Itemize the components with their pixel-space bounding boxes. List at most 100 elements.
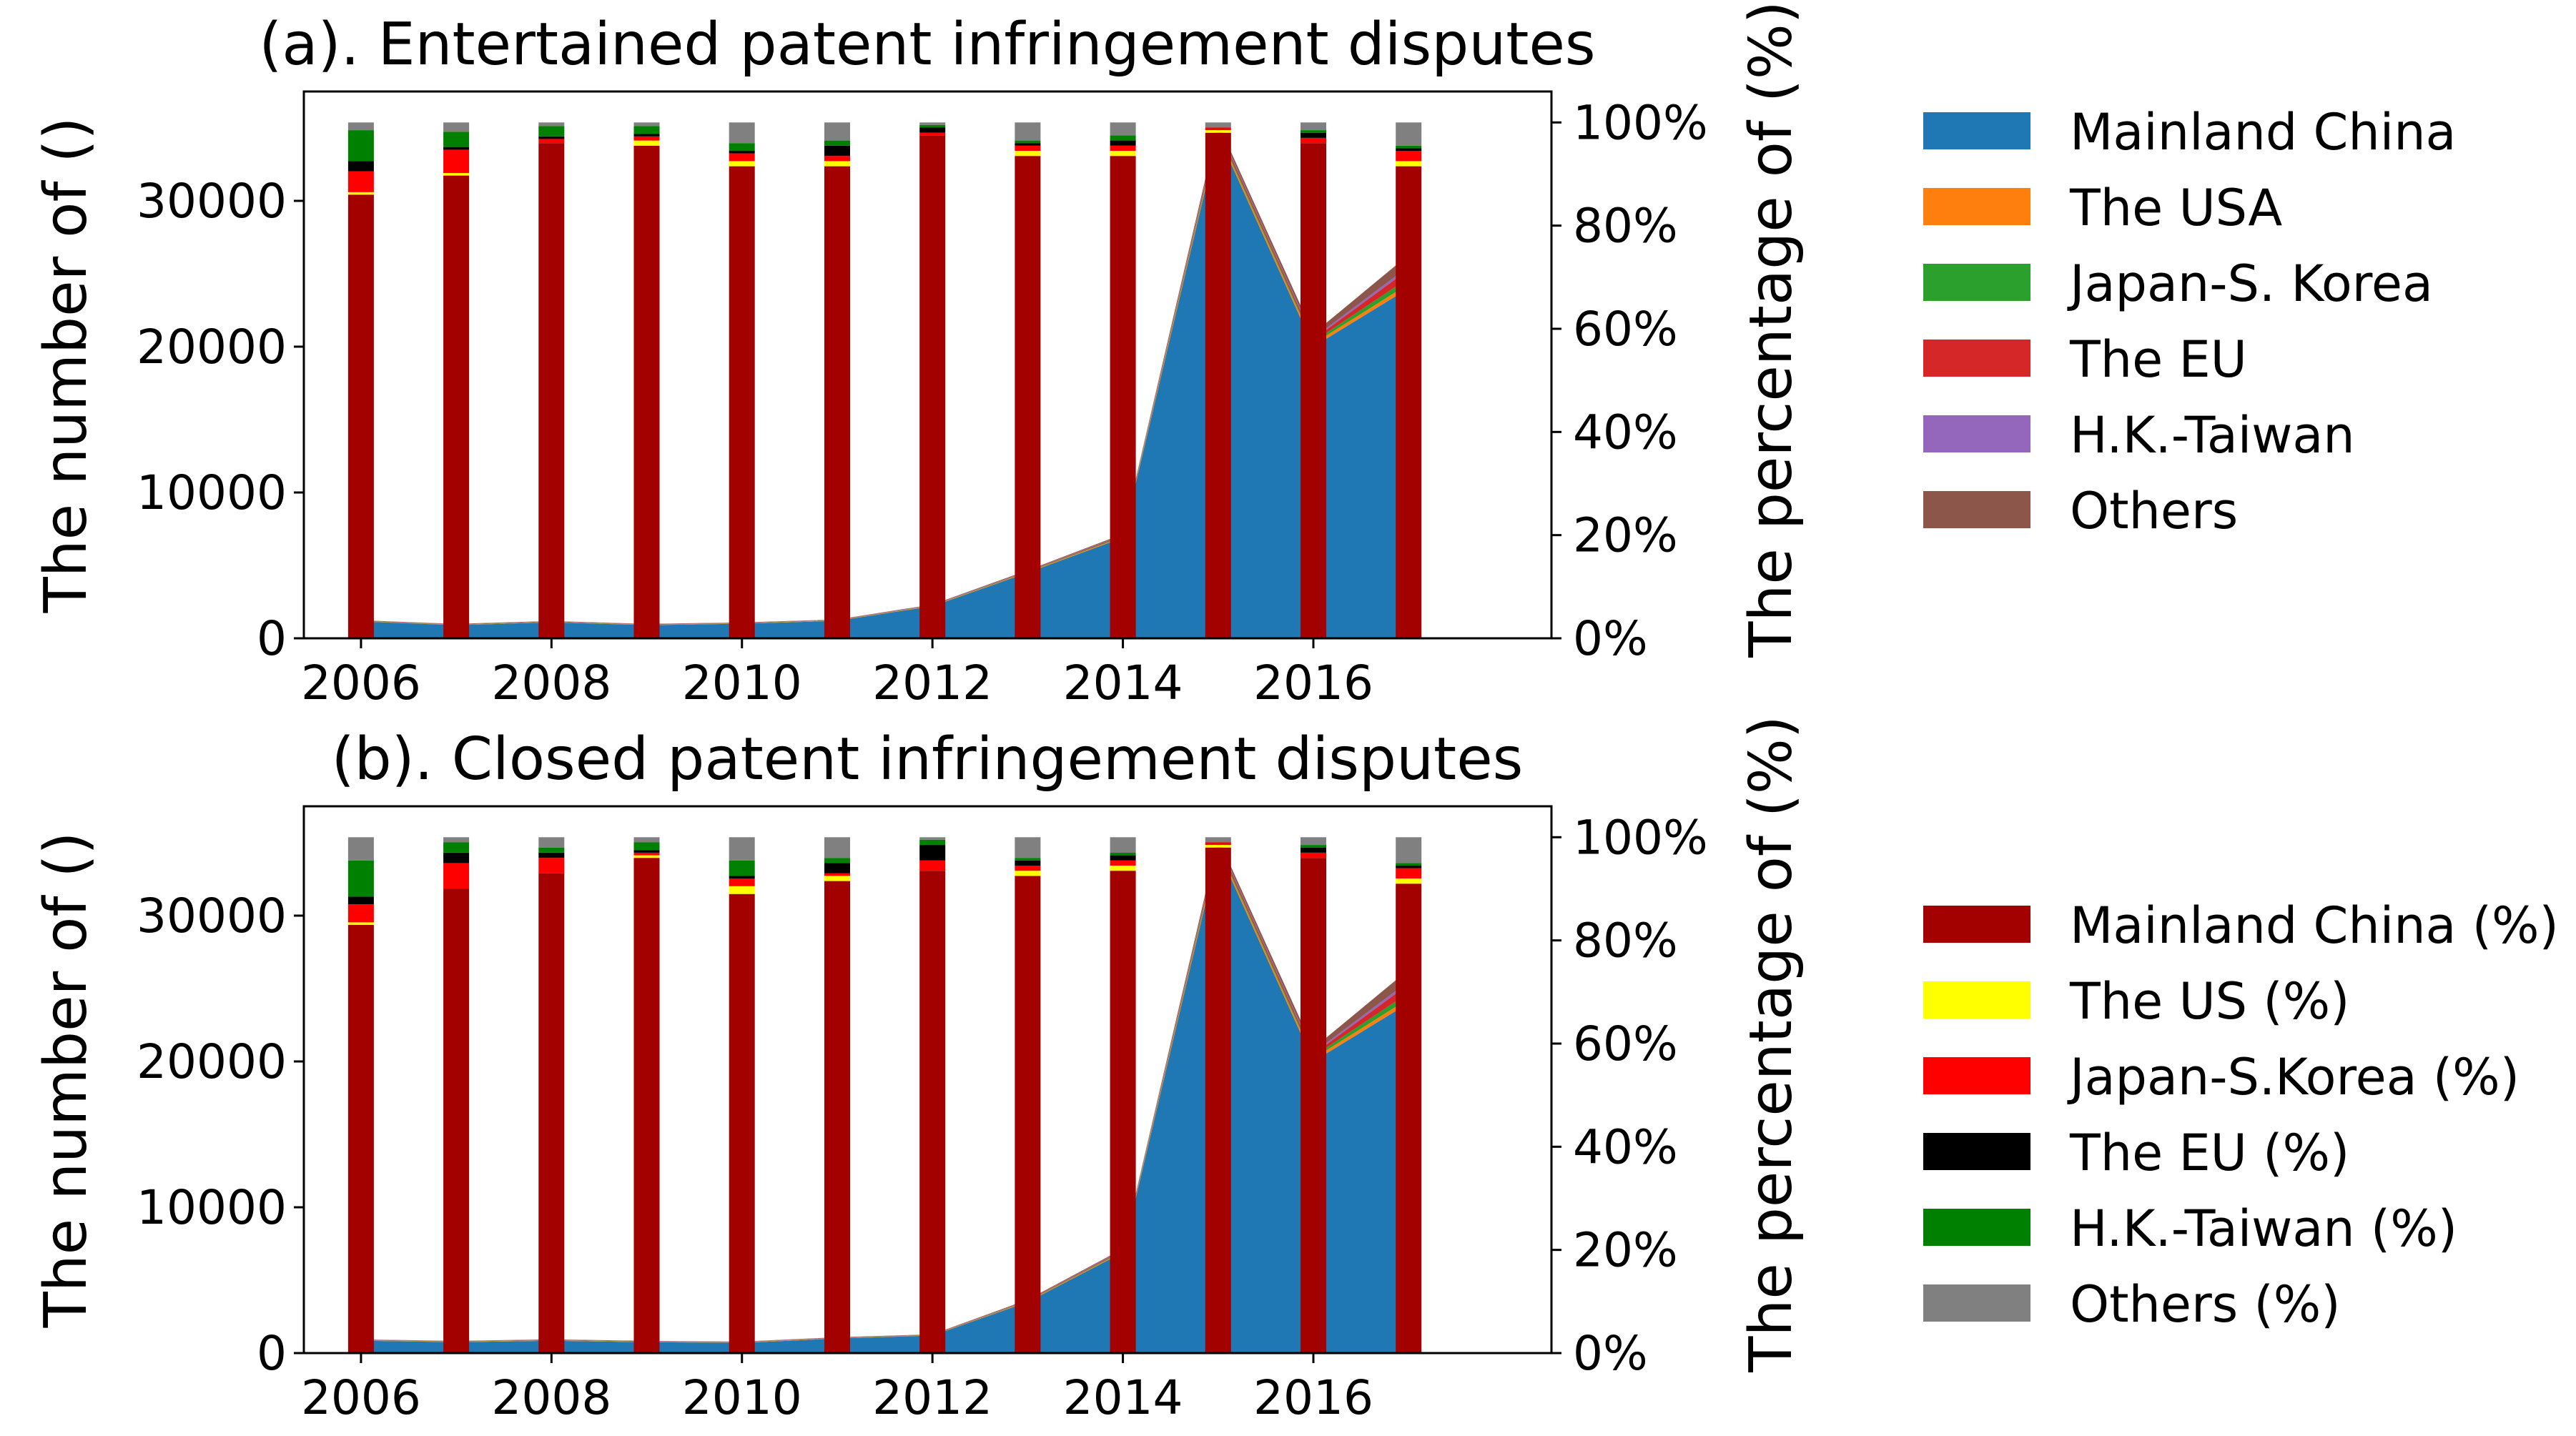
- bar-2-2015: [1205, 842, 1231, 846]
- bar-5-2006: [347, 837, 374, 861]
- bar-5-2014: [1110, 122, 1136, 136]
- y-tick-label: 0: [257, 1326, 287, 1381]
- bar-3-2012: [919, 127, 946, 133]
- y-axis-title-right: The percentage of (%): [1737, 715, 1805, 1372]
- bar-3-2014: [1110, 855, 1136, 861]
- legend-swatch-4: [1923, 1209, 2030, 1246]
- y-axis-title-left: The number of (): [32, 832, 100, 1329]
- bar-2-2016: [1301, 853, 1326, 858]
- bar-0-2017: [1396, 883, 1422, 1353]
- bar-3-2017: [1396, 866, 1422, 868]
- x-tick-label: 2012: [872, 1370, 992, 1425]
- bar-3-2011: [824, 863, 850, 873]
- legend-label-4: H.K.-Taiwan: [2070, 406, 2355, 465]
- y2-tick-label: 60%: [1573, 1016, 1678, 1071]
- bar-5-2011: [824, 837, 850, 858]
- legend-swatch-0: [1923, 112, 2030, 149]
- bar-0-2015: [1205, 847, 1231, 1353]
- bar-0-2008: [538, 873, 565, 1353]
- bar-2-2007: [443, 863, 470, 889]
- bar-0-2011: [824, 166, 850, 639]
- bar-5-2010: [729, 122, 755, 144]
- y-axis-title-right: The percentage of (%): [1737, 1, 1805, 658]
- bar-5-2006: [347, 122, 374, 131]
- bar-2-2011: [824, 873, 850, 876]
- bar-1-2006: [347, 192, 374, 195]
- y2-tick-label: 80%: [1573, 913, 1678, 969]
- bar-0-2010: [729, 893, 755, 1353]
- bar-2-2008: [538, 858, 565, 873]
- bar-4-2007: [443, 842, 470, 853]
- bar-3-2013: [1015, 860, 1041, 866]
- legend-label-3: The EU: [2069, 330, 2247, 389]
- y2-tick-label: 100%: [1573, 95, 1708, 150]
- legend-area-series: Mainland China The USA Japan-S. Korea The E…: [1923, 103, 2456, 540]
- bar-3-2008: [538, 853, 565, 858]
- plot-frame: [302, 90, 1553, 640]
- bar-1-2010: [729, 161, 755, 167]
- bar-1-2014: [1110, 151, 1136, 157]
- bar-2-2007: [443, 149, 470, 174]
- bar-2-2013: [1015, 866, 1041, 871]
- bar-2-2017: [1396, 151, 1422, 162]
- bar-4-2016: [1301, 845, 1326, 848]
- bar-5-2013: [1015, 122, 1041, 141]
- bar-0-2007: [443, 888, 470, 1353]
- y-axis-title-left: The number of (): [32, 117, 100, 614]
- bar-4-2012: [919, 839, 946, 846]
- y2-tick-label: 100%: [1573, 810, 1708, 865]
- bar-2-2006: [347, 904, 374, 923]
- x-tick-label: 2006: [301, 1370, 421, 1425]
- bar-0-2011: [824, 881, 850, 1353]
- bar-4-2011: [824, 140, 850, 146]
- x-tick-label: 2010: [682, 1370, 802, 1425]
- legend-swatch-3: [1923, 340, 2030, 377]
- bar-1-2017: [1396, 878, 1422, 884]
- y-tick-label: 0: [257, 611, 287, 666]
- y2-tick-label: 40%: [1573, 405, 1678, 460]
- chart-entertained-disputes: 2006 2008 2010 2012 2014 2016 0 10000 20000 30000…: [32, 1, 1805, 710]
- bar-5-2008: [538, 837, 565, 848]
- chart-closed-disputes: 2006 2008 2010 2012 2014 2016 0 10000 20000 30000…: [32, 715, 1805, 1425]
- chart-title: (a). Entertained patent infringement dis…: [259, 11, 1595, 79]
- legend-label-4: H.K.-Taiwan (%): [2070, 1199, 2457, 1258]
- bar-3-2010: [729, 151, 755, 154]
- bar-5-2012: [919, 122, 946, 125]
- bar-5-2009: [633, 837, 660, 843]
- bar-5-2007: [443, 122, 470, 132]
- x-tick-label: 2016: [1253, 1370, 1373, 1425]
- bar-1-2011: [824, 161, 850, 167]
- bar-2-2013: [1015, 145, 1041, 151]
- plot-frame: [302, 805, 1553, 1355]
- y2-tick-label: 40%: [1573, 1119, 1678, 1174]
- bar-0-2016: [1301, 143, 1326, 638]
- bar-4-2009: [633, 842, 660, 851]
- bar-3-2011: [824, 145, 850, 157]
- bar-1-2013: [1015, 151, 1041, 157]
- bar-1-2015: [1205, 130, 1231, 133]
- bar-4-2010: [729, 143, 755, 151]
- bar-5-2016: [1301, 122, 1326, 131]
- bar-2-2014: [1110, 145, 1136, 151]
- bar-4-2008: [538, 847, 565, 853]
- bar-5-2014: [1110, 837, 1136, 853]
- bar-5-2011: [824, 122, 850, 141]
- legend-swatch-4: [1923, 415, 2030, 452]
- bar-3-2008: [538, 136, 565, 139]
- bar-3-2009: [633, 850, 660, 853]
- bar-1-2006: [347, 922, 374, 925]
- bar-3-2007: [443, 853, 470, 863]
- bar-3-2006: [347, 896, 374, 905]
- bar-2-2010: [729, 153, 755, 162]
- legend-label-1: The US (%): [2069, 972, 2350, 1031]
- bar-4-2012: [919, 124, 946, 128]
- bar-0-2014: [1110, 156, 1136, 638]
- bar-2-2009: [633, 853, 660, 856]
- legend-label-3: The EU (%): [2069, 1124, 2349, 1182]
- bar-2-2015: [1205, 127, 1231, 131]
- bar-1-2014: [1110, 866, 1136, 871]
- bar-0-2017: [1396, 166, 1422, 639]
- x-tick-label: 2008: [491, 1370, 611, 1425]
- x-tick-label: 2012: [872, 655, 992, 710]
- legend-label-2: Japan-S. Korea: [2067, 254, 2433, 313]
